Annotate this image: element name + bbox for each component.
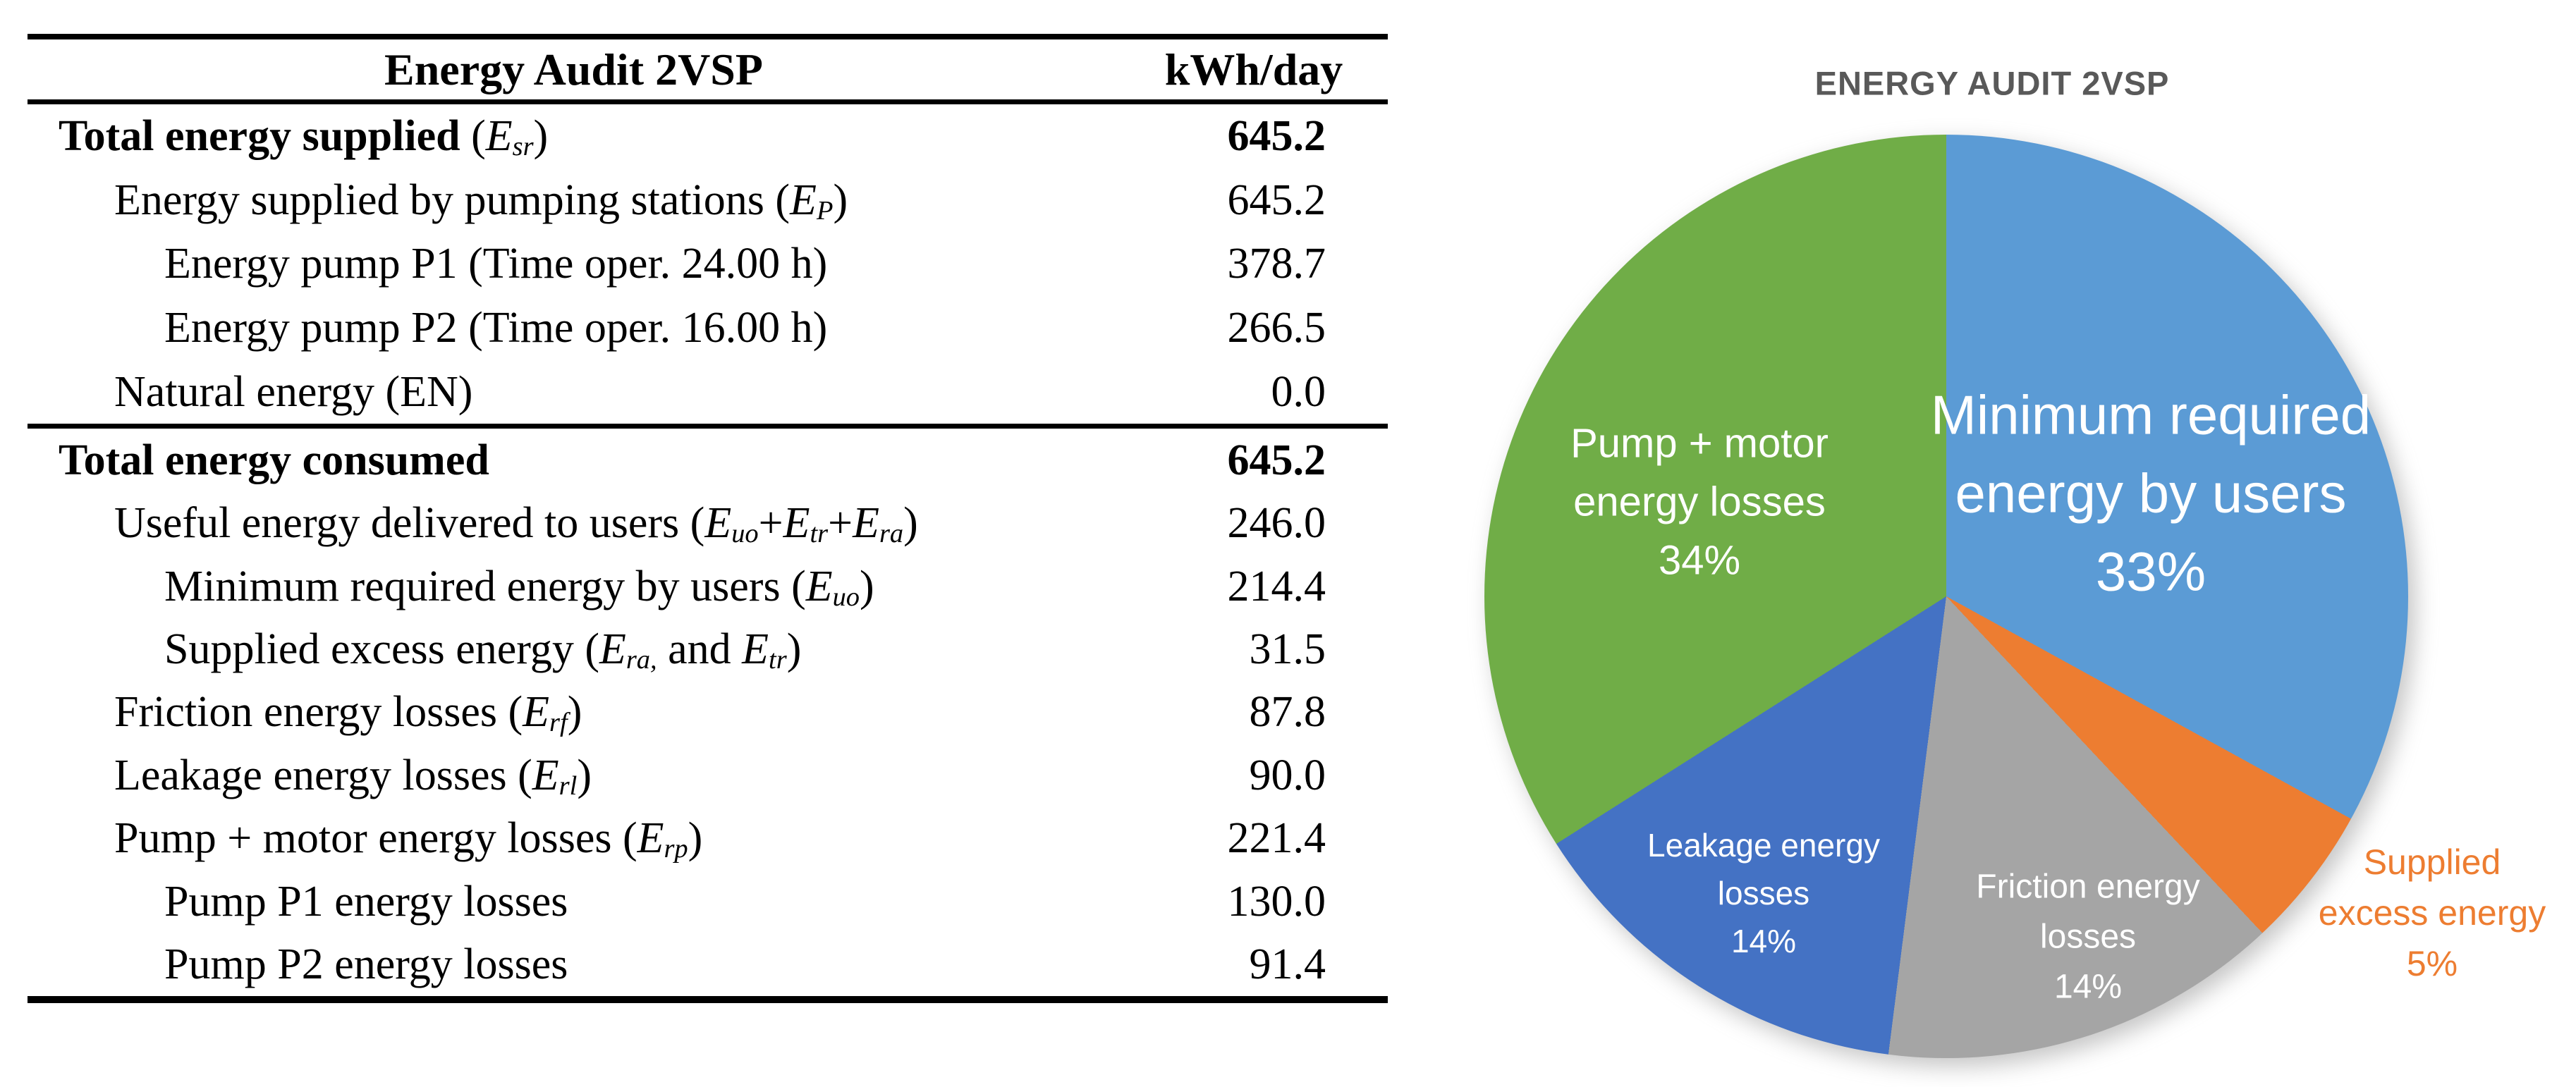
- table-row-value: 130.0: [1227, 877, 1326, 926]
- table-row-value: 214.4: [1227, 562, 1326, 610]
- table-row-value: 645.2: [1227, 112, 1326, 161]
- table-row-label: Leakage energy losses (Erl): [114, 751, 592, 801]
- table-row: Natural energy (EN) 0.0: [28, 370, 1388, 414]
- energy-audit-table: Energy Audit 2VSP kWh/day Total energy s…: [28, 34, 1388, 1003]
- pie-label-friction-energy-losses: Friction energy losses 14%: [1976, 862, 2199, 1012]
- table-row: Friction energy losses (Erf) 87.8: [28, 688, 1388, 738]
- table-row-label: Minimum required energy by users (Euo): [164, 562, 874, 612]
- table-row-label: Pump P2 energy losses: [164, 940, 568, 989]
- table-row-label: Natural energy (EN): [114, 367, 473, 416]
- table-header-row: Energy Audit 2VSP kWh/day: [28, 39, 1388, 99]
- table-row: Leakage energy losses (Erl) 90.0: [28, 751, 1388, 801]
- table-rule-under-header: [28, 99, 1388, 104]
- pie-label-value: 33%: [2095, 540, 2206, 603]
- table-row: Energy supplied by pumping stations (EP)…: [28, 176, 1388, 226]
- pie-label-line: energy losses: [1573, 479, 1826, 525]
- pie-label-line: energy by users: [1955, 462, 2347, 524]
- pie-graphic: [1484, 135, 2408, 1058]
- table-row-value: 31.5: [1249, 625, 1326, 674]
- table-unit-header: kWh/day: [1164, 44, 1343, 94]
- table-row-label: Useful energy delivered to users (Euo+Et…: [114, 499, 918, 549]
- table-row: Supplied excess energy (Era, and Etr) 31.…: [28, 625, 1388, 675]
- table-section-consumed: Total energy consumed 645.2 Useful energy …: [28, 429, 1388, 996]
- pie-label-supplied-excess-energy: Supplied excess energy 5%: [2319, 837, 2546, 989]
- table-row-value: 221.4: [1227, 814, 1326, 863]
- table-row-label: Energy pump P1 (Time oper. 24.00 h): [164, 240, 828, 288]
- table-row: Minimum required energy by users (Euo) 21…: [28, 562, 1388, 612]
- table-row-value: 645.2: [1227, 436, 1326, 484]
- pie-label-line: losses: [2039, 918, 2137, 956]
- pie-label-minimum-required-energy: Minimum required energy by users 33%: [1931, 376, 2371, 611]
- table-row-label: Pump P1 energy losses: [164, 877, 568, 926]
- table-row: Pump P1 energy losses 130.0: [28, 880, 1388, 923]
- table-title: Energy Audit 2VSP: [384, 44, 763, 94]
- table-row-value: 645.2: [1227, 176, 1326, 224]
- table-row-value: 90.0: [1249, 751, 1326, 799]
- pie-label-line: Friction energy: [1976, 868, 2200, 906]
- table-row-label: Total energy consumed: [59, 436, 489, 484]
- table-row-value: 266.5: [1227, 304, 1326, 352]
- pie-label-line: Minimum required: [1930, 383, 2371, 446]
- table-section-supplied: Total energy supplied (Esr) 645.2 Energy s…: [28, 104, 1388, 424]
- table-row-value: 91.4: [1249, 940, 1326, 989]
- table-row-label: Energy pump P2 (Time oper. 16.00 h): [164, 304, 828, 352]
- pie-label-pump-motor-energy-losses: Pump + motor energy losses 34%: [1570, 414, 1829, 590]
- pie-label-value: 14%: [2053, 968, 2123, 1006]
- pie-label-line: excess energy: [2318, 893, 2546, 933]
- pie-label-value: 34%: [1658, 537, 1741, 584]
- table-row: Useful energy delivered to users (Euo+Et…: [28, 499, 1388, 549]
- table-row: Pump P2 energy losses 91.4: [28, 942, 1388, 986]
- pie-label-value: 5%: [2406, 944, 2458, 983]
- pie-label-line: Leakage energy: [1647, 827, 1880, 864]
- table-row: Pump + motor energy losses (Erp) 221.4: [28, 814, 1388, 864]
- table-row-value: 246.0: [1227, 499, 1326, 548]
- table-row-label: Total energy supplied (Esr): [59, 112, 549, 162]
- pie-label-line: losses: [1717, 875, 1810, 911]
- table-row: Total energy consumed 645.2: [28, 438, 1388, 482]
- table-row: Energy pump P2 (Time oper. 16.00 h) 266.5: [28, 306, 1388, 350]
- pie-label-line: Supplied: [2363, 842, 2501, 882]
- table-row-value: 378.7: [1227, 240, 1326, 288]
- pie-label-leakage-energy-losses: Leakage energy losses 14%: [1647, 821, 1880, 965]
- table-row-label: Supplied excess energy (Era, and Etr): [164, 625, 802, 675]
- pie-label-line: Pump + motor: [1570, 420, 1829, 467]
- table-row-value: 87.8: [1249, 688, 1326, 737]
- table-rule-middle: [28, 424, 1388, 429]
- table-row-label: Energy supplied by pumping stations (EP): [114, 176, 848, 226]
- pie-label-value: 14%: [1730, 923, 1797, 959]
- table-row-value: 0.0: [1271, 367, 1326, 416]
- table-row: Energy pump P1 (Time oper. 24.00 h) 378.7: [28, 242, 1388, 285]
- table-row-label: Pump + motor energy losses (Erp): [114, 814, 703, 864]
- chart-title: ENERGY AUDIT 2VSP: [1814, 64, 2170, 102]
- table-row-label: Friction energy losses (Erf): [114, 688, 582, 738]
- table-rule-bottom: [28, 996, 1388, 1003]
- table-rule-top: [28, 34, 1388, 39]
- table-row: Total energy supplied (Esr) 645.2: [28, 112, 1388, 162]
